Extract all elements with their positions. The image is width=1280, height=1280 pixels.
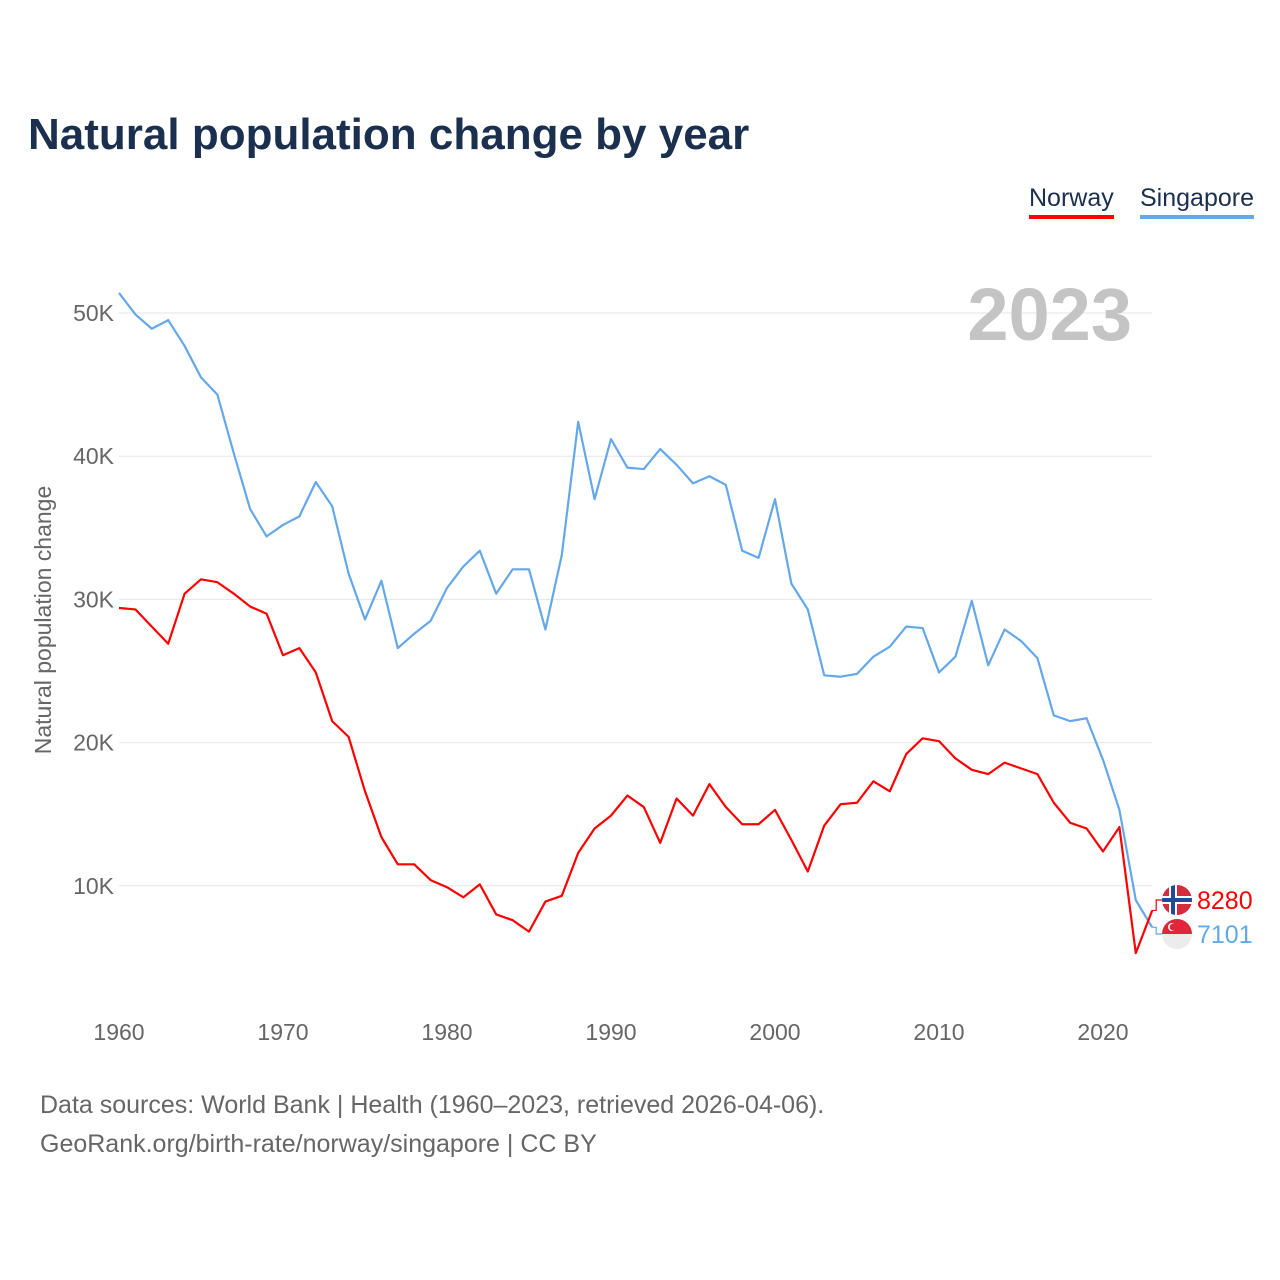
y-tick-label: 10K: [73, 873, 115, 899]
chart-title: Natural population change by year: [28, 110, 750, 159]
end-value-label-singapore: 7101: [1197, 921, 1253, 949]
y-tick-label: 30K: [73, 586, 115, 612]
x-tick-label: 2020: [1077, 1019, 1128, 1045]
footer: Data sources: World Bank | Health (1960–…: [40, 1086, 824, 1164]
series-line-singapore: [118, 292, 1154, 928]
x-tick-label: 1960: [93, 1019, 144, 1045]
y-tick-label: 20K: [73, 730, 115, 756]
end-labels: 8280 7101: [1152, 885, 1253, 949]
gridlines: [119, 312, 1152, 887]
x-tick-label: 1990: [585, 1019, 636, 1045]
y-axis-label: Natural population change: [30, 486, 56, 755]
x-tick-label: 1970: [257, 1019, 308, 1045]
singapore-flag-icon: [1162, 919, 1192, 949]
series-line-norway: [118, 578, 1154, 955]
x-tick-label: 2010: [913, 1019, 964, 1045]
y-axis-ticks: 10K 20K 30K 40K 50K: [73, 300, 115, 899]
y-tick-label: 50K: [73, 300, 115, 326]
legend-norway[interactable]: Norway: [1029, 184, 1114, 219]
y-tick-label: 40K: [73, 443, 115, 469]
attribution-text: GeoRank.org/birth-rate/norway/singapore …: [40, 1130, 597, 1158]
end-value-label-norway: 8280: [1197, 887, 1253, 915]
end-label-connector: [1152, 926, 1163, 935]
legend-singapore[interactable]: Singapore: [1140, 184, 1254, 219]
x-axis-ticks: 1960 1970 1980 1990 2000 2010 2020: [93, 1019, 1128, 1045]
x-tick-label: 2000: [749, 1019, 800, 1045]
series-lines: [118, 292, 1154, 955]
x-tick-label: 1980: [421, 1019, 472, 1045]
norway-flag-icon: [1162, 885, 1192, 915]
year-watermark: 2023: [967, 273, 1132, 356]
data-source-text: Data sources: World Bank | Health (1960–…: [40, 1091, 825, 1119]
end-label-connector: [1152, 899, 1163, 912]
